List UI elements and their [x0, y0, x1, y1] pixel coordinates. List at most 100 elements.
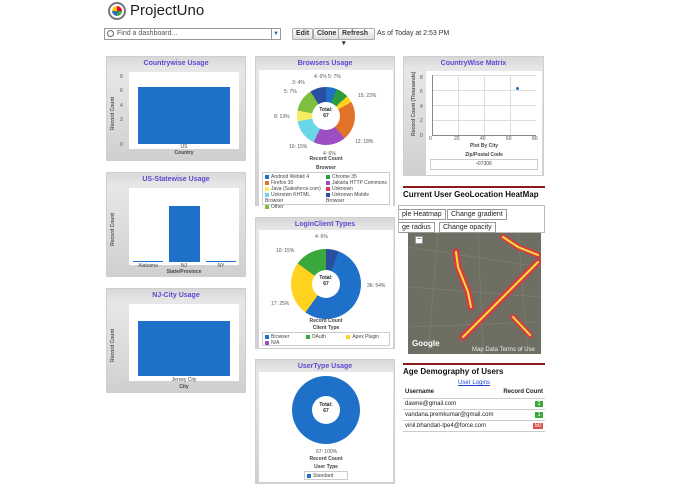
y-axis-label: Record Count	[110, 96, 116, 130]
toggle-heatmap-button[interactable]: ple Heatmap	[399, 209, 446, 220]
browsers-usage-panel[interactable]: Browsers Usage Total: 67 3: 4% 5: 7% 4: 6…	[255, 56, 395, 210]
x-tick: 20	[454, 136, 460, 142]
x-tick-alabama: Alabama	[138, 263, 158, 269]
legend-item: Unknown Mobile Browser	[326, 192, 369, 204]
x-axis-label: Country	[174, 150, 194, 156]
y-tick: 6	[120, 88, 123, 94]
zoom-out-button[interactable]: −	[415, 236, 423, 244]
record-count-cell: 1	[535, 400, 543, 407]
slice-label: 36: 54%	[367, 283, 386, 289]
username-cell: vandana.premkumar@gmail.com	[403, 409, 500, 421]
bar-us[interactable]	[138, 87, 230, 144]
page-title: ProjectUno	[130, 2, 205, 19]
x-tick: 60	[506, 136, 512, 142]
col-record-count: Record Count	[499, 387, 545, 399]
legend-item: N/A	[265, 340, 306, 346]
us-statewise-usage-panel[interactable]: US-Statewise Usage Alabama NJ NY State/P…	[106, 172, 246, 277]
nj-city-usage-panel[interactable]: NJ-City Usage Jersey City City Record Co…	[106, 288, 246, 393]
legend-item: Apex Plugin	[346, 334, 387, 340]
donut-total: Total: 67	[319, 402, 333, 414]
loginclient-donut[interactable]	[291, 249, 361, 319]
countrywise-usage-panel[interactable]: Countrywise Usage US Country 8 6 4 2 0 R…	[106, 56, 246, 161]
bar-ny[interactable]	[206, 261, 236, 262]
username-cell: vinil.bhandari-lpe4@force.com	[403, 420, 500, 432]
dashboard-search-input[interactable]: Find a dashboard... ▼	[104, 28, 281, 40]
loginclient-types-panel[interactable]: LoginClient Types Total: 67 4: 6% 10: 15%…	[255, 217, 395, 349]
y-tick: 0	[120, 142, 123, 148]
map-attribution: Map Data Terms of Use	[472, 347, 535, 353]
browsers-legend: Android Webkit 4 Chrome 35 Firefox 30 Ja…	[262, 172, 390, 210]
change-gradient-button[interactable]: Change gradient	[447, 209, 507, 220]
x-axis-label: Record Count	[309, 318, 343, 324]
projectuno-logo	[108, 2, 126, 20]
panel-title: UserType Usage	[297, 363, 353, 370]
y-tick: 4	[420, 104, 423, 110]
search-placeholder: Find a dashboard...	[117, 30, 178, 37]
table-row[interactable]: dawne@gmail.com 1	[403, 398, 545, 410]
usertype-donut[interactable]	[292, 376, 360, 444]
legend-title: User Type	[314, 464, 338, 470]
countrymatrix-plot: 0 20 40 60 80 Plot By City Zip/Postal Co…	[426, 71, 542, 175]
bar-jersey-city[interactable]	[138, 321, 230, 376]
legend-item: OAuth	[305, 334, 347, 340]
x-axis-label: City	[179, 384, 189, 390]
map-data-link[interactable]: Map Data	[472, 347, 499, 353]
panel-title: CountryWise Matrix	[440, 60, 507, 67]
clone-button[interactable]: Clone	[313, 28, 341, 40]
slice-label: 4: 6%	[315, 234, 328, 240]
legend-item: Chrome 35	[326, 174, 387, 180]
heatmap-layer	[408, 231, 541, 354]
x-tick: 80	[532, 136, 538, 142]
refresh-button[interactable]: Refresh ▾	[338, 28, 375, 47]
usertype-legend: Standard	[304, 471, 348, 480]
record-count-cell: 1	[535, 411, 543, 418]
table-row[interactable]: vandana.premkumar@gmail.com 1	[403, 409, 545, 421]
heatmap-controls: ple Heatmap Change gradient ge radius Ch…	[398, 205, 545, 233]
browsers-donut[interactable]	[297, 87, 355, 145]
panel-title: US-Statewise Usage	[142, 176, 210, 183]
countrywise-matrix-panel[interactable]: CountryWise Matrix 0 20 40 60 80 Plot By…	[403, 56, 544, 176]
donut-total: Total: 67	[319, 107, 333, 119]
slice-label: 4: 6%	[323, 151, 336, 157]
panel-title: NJ-City Usage	[152, 292, 200, 299]
slice-label: 3: 4%	[292, 80, 305, 86]
legend-item: •07306	[476, 161, 492, 167]
edit-button[interactable]: Edit	[292, 28, 314, 40]
y-tick: 4	[120, 103, 123, 109]
browsers-plot: Total: 67 3: 4% 5: 7% 4: 6% 5: 7% 15: 22%…	[259, 70, 393, 210]
y-tick: 2	[120, 117, 123, 123]
usertype-plot: Total: 67 67: 100% Record Count User Type…	[259, 372, 393, 482]
table-row[interactable]: vinil.bhandari-lpe4@force.com 50	[403, 420, 545, 432]
legend-title: Browser	[315, 165, 336, 171]
y-tick: 0	[420, 133, 423, 139]
legend-item: Other	[265, 204, 326, 210]
change-opacity-button[interactable]: Change opacity	[439, 222, 496, 233]
x-axis-label: Record Count	[309, 156, 343, 162]
bar-nj[interactable]	[169, 206, 200, 262]
panel-title: Browsers Usage	[297, 60, 353, 67]
refresh-dropdown-icon: ▾	[342, 40, 346, 47]
y-axis-label: Record Count	[110, 212, 116, 246]
usertype-usage-panel[interactable]: UserType Usage Total: 67 67: 100% Record …	[255, 359, 395, 484]
y-tick: 8	[120, 74, 123, 80]
terms-link[interactable]: Terms of Use	[499, 347, 535, 353]
slice-label: 10: 15%	[276, 248, 295, 254]
x-tick-ny: NY	[217, 263, 225, 269]
legend-item: Firefox 30	[265, 180, 326, 186]
change-radius-button[interactable]: ge radius	[399, 222, 435, 233]
bar-alabama[interactable]	[133, 261, 163, 262]
chevron-down-icon[interactable]: ▼	[271, 29, 280, 39]
slice-label: 17: 25%	[271, 301, 290, 307]
record-count-cell: 50	[533, 422, 543, 429]
loginclient-legend: Browser OAuth Apex Plugin N/A	[262, 332, 390, 346]
scatter-point-07306[interactable]	[516, 87, 519, 90]
as-of-timestamp: As of Today at 2:53 PM	[377, 30, 450, 37]
panel-title: LoginClient Types	[294, 221, 356, 228]
x-tick-jersey-city: Jersey City	[171, 377, 197, 383]
user-logins-link[interactable]: User Logins	[457, 380, 490, 386]
heatmap-title: Current User GeoLocation HeatMap	[403, 186, 545, 199]
y-axis-label: Record Count	[110, 328, 116, 362]
legend-item: Standard	[307, 473, 345, 479]
slice-label: 4: 6%	[314, 74, 327, 80]
search-icon	[107, 30, 114, 37]
